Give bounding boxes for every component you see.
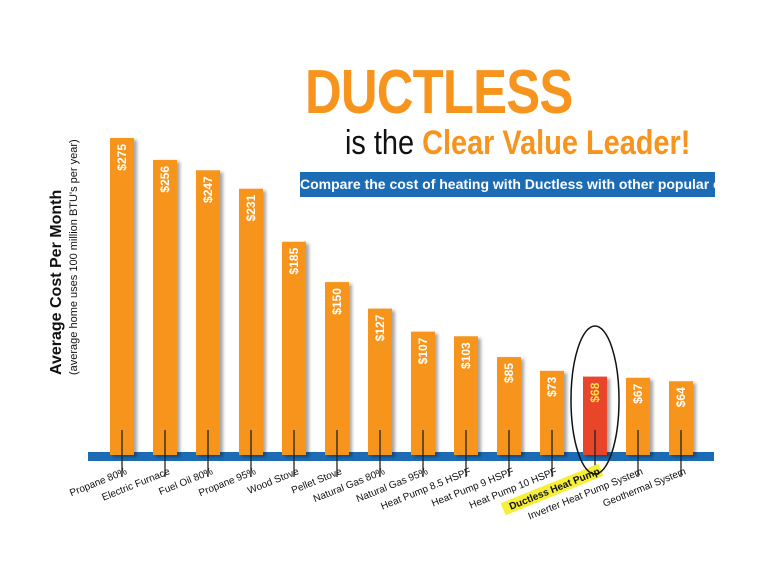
compare-banner: Compare the cost of heating with Ductles… bbox=[300, 172, 715, 197]
subtitle-prefix: is the bbox=[345, 124, 423, 162]
data-label: $256 bbox=[158, 166, 172, 193]
data-label: $85 bbox=[502, 363, 516, 383]
chart-title: DUCTLESS bbox=[305, 58, 573, 127]
x-axis-bar bbox=[88, 452, 714, 461]
bar bbox=[110, 138, 134, 455]
subtitle-highlight: Clear Value Leader! bbox=[422, 124, 691, 162]
bar bbox=[153, 159, 177, 455]
data-label: $103 bbox=[459, 342, 473, 369]
data-label: $107 bbox=[416, 337, 430, 364]
data-label: $68 bbox=[588, 382, 602, 402]
highlight-marker bbox=[500, 463, 604, 516]
data-label: $67 bbox=[631, 383, 645, 403]
bar bbox=[282, 241, 306, 455]
data-label: $247 bbox=[201, 176, 215, 203]
chart-subtitle: is the Clear Value Leader! bbox=[345, 126, 690, 160]
bar bbox=[325, 282, 349, 455]
data-label: $150 bbox=[330, 288, 344, 315]
data-label: $231 bbox=[244, 194, 258, 221]
data-label: $185 bbox=[287, 247, 301, 274]
data-label: $64 bbox=[674, 387, 688, 407]
bar bbox=[239, 188, 263, 455]
data-label: $127 bbox=[373, 314, 387, 341]
data-label: $275 bbox=[115, 144, 129, 171]
bar bbox=[196, 170, 220, 455]
data-label: $73 bbox=[545, 377, 559, 397]
highlight-ellipse bbox=[570, 325, 620, 475]
